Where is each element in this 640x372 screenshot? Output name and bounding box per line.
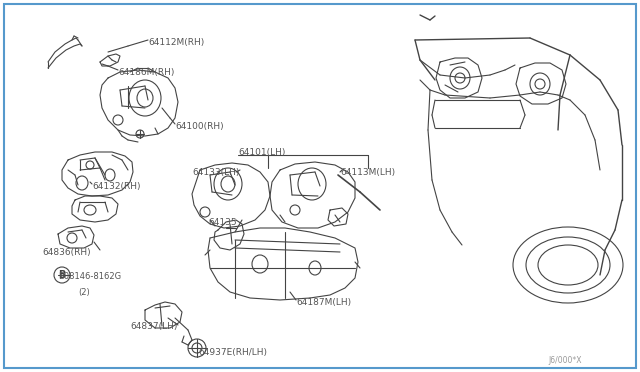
Text: B08146-8162G: B08146-8162G — [58, 272, 121, 281]
Text: (2): (2) — [78, 288, 90, 297]
Text: 64187M(LH): 64187M(LH) — [296, 298, 351, 307]
Text: J6/000*X: J6/000*X — [548, 356, 582, 365]
Text: 64836(RH): 64836(RH) — [42, 248, 91, 257]
Text: 64837(LH): 64837(LH) — [130, 322, 177, 331]
Text: 64133(LH): 64133(LH) — [192, 168, 239, 177]
Text: 64113M(LH): 64113M(LH) — [340, 168, 395, 177]
Text: 64135: 64135 — [208, 218, 237, 227]
Text: 64112M(RH): 64112M(RH) — [148, 38, 204, 47]
Text: 64101(LH): 64101(LH) — [238, 148, 285, 157]
Text: 64937E(RH/LH): 64937E(RH/LH) — [198, 348, 267, 357]
Text: 64100(RH): 64100(RH) — [175, 122, 223, 131]
Text: 64132(RH): 64132(RH) — [92, 182, 141, 191]
Text: B: B — [58, 270, 66, 280]
Text: 64186M(RH): 64186M(RH) — [118, 68, 174, 77]
